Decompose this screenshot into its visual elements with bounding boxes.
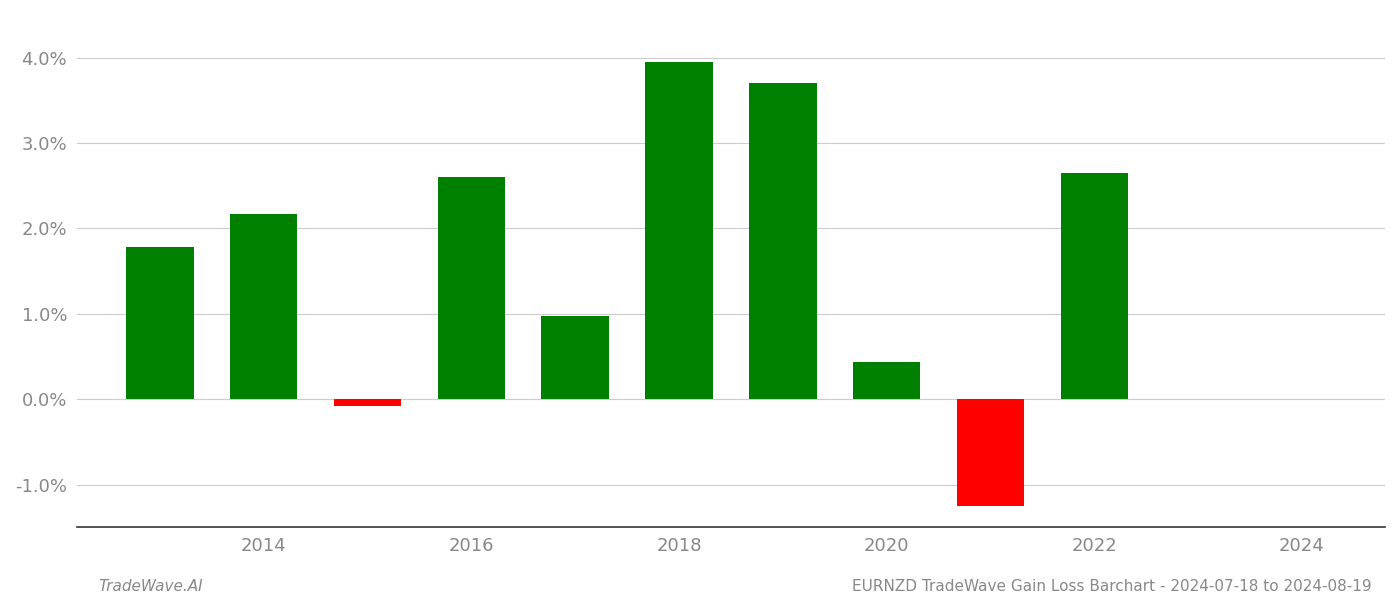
Bar [126,247,193,399]
Bar [749,83,816,399]
Bar [956,399,1025,506]
Bar [542,316,609,399]
Bar [230,214,297,399]
Bar [1061,173,1128,399]
Bar [645,62,713,399]
Bar [333,399,402,406]
Text: TradeWave.AI: TradeWave.AI [98,579,203,594]
Text: EURNZD TradeWave Gain Loss Barchart - 2024-07-18 to 2024-08-19: EURNZD TradeWave Gain Loss Barchart - 20… [853,579,1372,594]
Bar [438,177,505,399]
Bar [853,362,920,399]
